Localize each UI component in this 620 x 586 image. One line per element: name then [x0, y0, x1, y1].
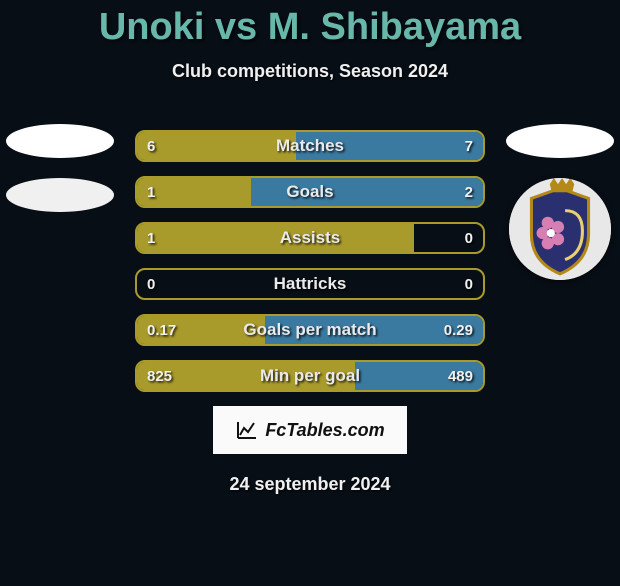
left-ellipse-1 [6, 124, 114, 158]
date-text: 24 september 2024 [0, 474, 620, 495]
stat-label: Hattricks [137, 270, 483, 298]
right-ellipse-1 [506, 124, 614, 158]
left-player-badges [5, 124, 115, 232]
stat-bar-left [137, 316, 265, 344]
stat-bar-left [137, 362, 355, 390]
stat-row: Hattricks0 0 [135, 268, 485, 300]
page-title: Unoki vs M. Shibayama [0, 6, 620, 49]
stat-bar-right [296, 132, 483, 160]
club-crest-icon [509, 178, 611, 280]
subtitle: Club competitions, Season 2024 [0, 61, 620, 82]
stat-row: Matches67 [135, 130, 485, 162]
stat-value-right: 0 [465, 224, 473, 252]
stats-container: Matches67Goals12Assists10Hattricks00Goal… [135, 130, 485, 392]
chart-icon [235, 418, 259, 442]
stat-bar-left [137, 178, 251, 206]
stat-value-right: 0 [465, 270, 473, 298]
stat-row: Min per goal825489 [135, 360, 485, 392]
stat-value-left: 0 [147, 270, 155, 298]
stat-bar-left [137, 132, 296, 160]
stat-bar-right [355, 362, 483, 390]
right-player-badges [505, 124, 615, 280]
left-ellipse-2 [6, 178, 114, 212]
stat-row: Goals12 [135, 176, 485, 208]
stat-bar-left [137, 224, 414, 252]
brand-badge: FcTables.com [213, 406, 407, 454]
stat-bar-right [265, 316, 483, 344]
stat-row: Assists10 [135, 222, 485, 254]
stat-bar-right [251, 178, 483, 206]
stat-row: Goals per match0.170.29 [135, 314, 485, 346]
brand-text: FcTables.com [265, 420, 384, 441]
